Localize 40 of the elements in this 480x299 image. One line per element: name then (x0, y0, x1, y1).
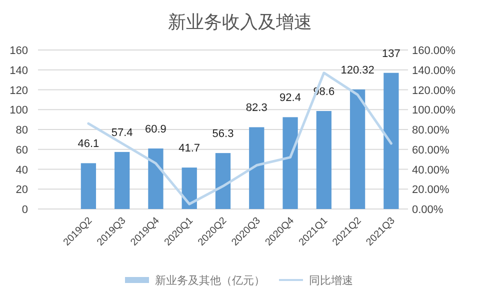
data-label: 60.9 (145, 123, 166, 136)
y-tick-label: 20 (16, 184, 28, 196)
y2-tick-label: 160.00% (412, 45, 456, 57)
bar (384, 72, 399, 209)
legend-label: 新业务及其他（亿元） (155, 274, 265, 287)
y2-tick-label: 40.00% (412, 164, 450, 176)
bar (148, 148, 164, 209)
data-label: 82.3 (246, 102, 268, 114)
y-tick-label: 140 (10, 64, 28, 77)
data-label: 56.3 (212, 128, 234, 140)
y2-tick-label: 0.00% (412, 204, 444, 216)
data-label: 57.4 (111, 126, 133, 139)
y2-tick-label: 140.00% (412, 64, 456, 77)
y2-tick-label: 120.00% (412, 84, 456, 97)
data-label: 46.1 (78, 138, 100, 150)
y-tick-label: 100 (10, 104, 28, 117)
data-label: 137 (382, 48, 400, 60)
y-tick-label: 0 (22, 204, 28, 216)
bar (215, 153, 231, 209)
y-tick-label: 80 (16, 124, 28, 136)
data-label: 41.7 (178, 142, 200, 155)
bar (350, 89, 366, 209)
bar (114, 152, 130, 209)
y-tick-label: 160 (10, 45, 28, 57)
data-label: 120.32 (340, 64, 374, 76)
bar (182, 168, 197, 209)
bar (80, 163, 96, 209)
y-tick-label: 120 (10, 84, 28, 97)
y-tick-label: 40 (16, 164, 28, 176)
y2-tick-label: 60.00% (412, 144, 450, 156)
bar (249, 127, 264, 209)
y2-tick-label: 20.00% (412, 184, 450, 196)
legend-label: 同比增速 (309, 274, 353, 287)
y-tick-label: 60 (16, 144, 28, 156)
data-label: 92.4 (280, 92, 301, 104)
y2-tick-label: 80.00% (412, 124, 450, 136)
bar (316, 111, 332, 209)
y2-tick-label: 100.00% (412, 104, 456, 117)
bar (282, 117, 298, 209)
chart-title: 新业务收入及增速 (168, 12, 312, 33)
